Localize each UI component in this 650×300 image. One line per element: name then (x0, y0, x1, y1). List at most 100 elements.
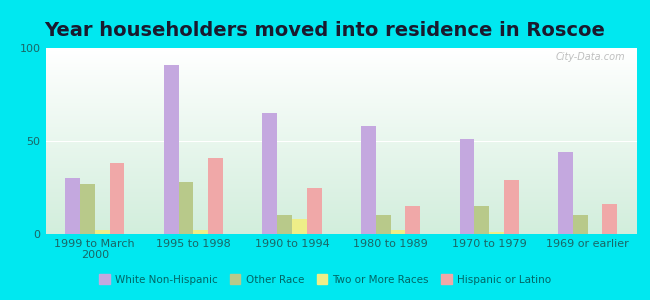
Bar (46, 160, 637, 161)
Bar (46, 98, 637, 99)
Bar (46, 159, 637, 160)
Bar (46, 179, 637, 180)
Bar (46, 137, 637, 138)
Bar (46, 172, 637, 173)
Bar (46, 148, 637, 149)
Bar (46, 151, 637, 152)
Bar (46, 178, 637, 179)
Bar (263, 113, 277, 234)
Bar (46, 183, 637, 184)
Bar (46, 156, 637, 157)
Bar (46, 82, 637, 83)
Bar (46, 173, 637, 175)
Bar (95, 230, 110, 234)
Bar (46, 71, 637, 72)
Bar (46, 123, 637, 124)
Bar (110, 163, 124, 234)
Bar (46, 175, 637, 176)
Bar (80, 184, 95, 234)
Bar (46, 171, 637, 172)
Bar (46, 89, 637, 90)
Bar (603, 204, 618, 234)
Bar (277, 215, 292, 234)
Bar (46, 113, 637, 114)
Bar (46, 210, 637, 211)
Bar (46, 203, 637, 204)
Bar (504, 180, 519, 234)
Bar (46, 130, 637, 131)
Bar (46, 86, 637, 87)
Bar (46, 87, 637, 88)
Bar (46, 176, 637, 177)
Bar (46, 194, 637, 195)
Bar (164, 65, 179, 234)
Bar (46, 229, 637, 230)
Bar (46, 107, 637, 108)
Bar (46, 103, 637, 104)
Bar (46, 233, 637, 234)
Bar (406, 206, 420, 234)
Bar (46, 185, 637, 186)
Bar (46, 100, 637, 101)
Bar (46, 205, 637, 206)
Bar (46, 134, 637, 135)
Bar (46, 158, 637, 159)
Bar (46, 142, 637, 143)
Bar (46, 217, 637, 218)
Bar (46, 83, 637, 84)
Bar (46, 121, 637, 122)
Bar (208, 158, 223, 234)
Bar (46, 111, 637, 112)
Bar (46, 105, 637, 106)
Bar (46, 154, 637, 155)
Bar (46, 180, 637, 181)
Bar (573, 215, 588, 234)
Bar (46, 177, 637, 178)
Bar (46, 186, 637, 187)
Bar (46, 195, 637, 196)
Bar (46, 90, 637, 91)
Bar (46, 150, 637, 151)
Bar (46, 51, 637, 52)
Bar (46, 209, 637, 210)
Bar (46, 202, 637, 203)
Bar (46, 63, 637, 64)
Bar (46, 54, 637, 55)
Bar (46, 202, 637, 203)
Bar (46, 116, 637, 117)
Bar (46, 59, 637, 60)
Bar (46, 152, 637, 153)
Bar (46, 224, 637, 225)
Bar (46, 141, 637, 142)
Bar (46, 198, 637, 199)
Text: City-Data.com: City-Data.com (556, 52, 625, 62)
Bar (46, 127, 637, 128)
Bar (46, 223, 637, 224)
Bar (46, 73, 637, 74)
Bar (46, 110, 637, 111)
Bar (46, 187, 637, 188)
Bar (46, 68, 637, 69)
Bar (46, 96, 637, 97)
Bar (46, 91, 637, 92)
Bar (46, 122, 637, 123)
Bar (46, 84, 637, 85)
Bar (46, 82, 637, 83)
Bar (46, 149, 637, 150)
Bar (46, 128, 637, 129)
Bar (46, 191, 637, 192)
Bar (46, 146, 637, 147)
Bar (46, 104, 637, 105)
Bar (46, 197, 637, 198)
Bar (46, 124, 637, 125)
Bar (46, 106, 637, 107)
Bar (46, 225, 637, 226)
Bar (46, 190, 637, 191)
Bar (46, 213, 637, 214)
Bar (179, 182, 194, 234)
Bar (46, 125, 637, 126)
Bar (46, 102, 637, 103)
Bar (46, 65, 637, 66)
Bar (46, 206, 637, 207)
Bar (46, 115, 637, 116)
